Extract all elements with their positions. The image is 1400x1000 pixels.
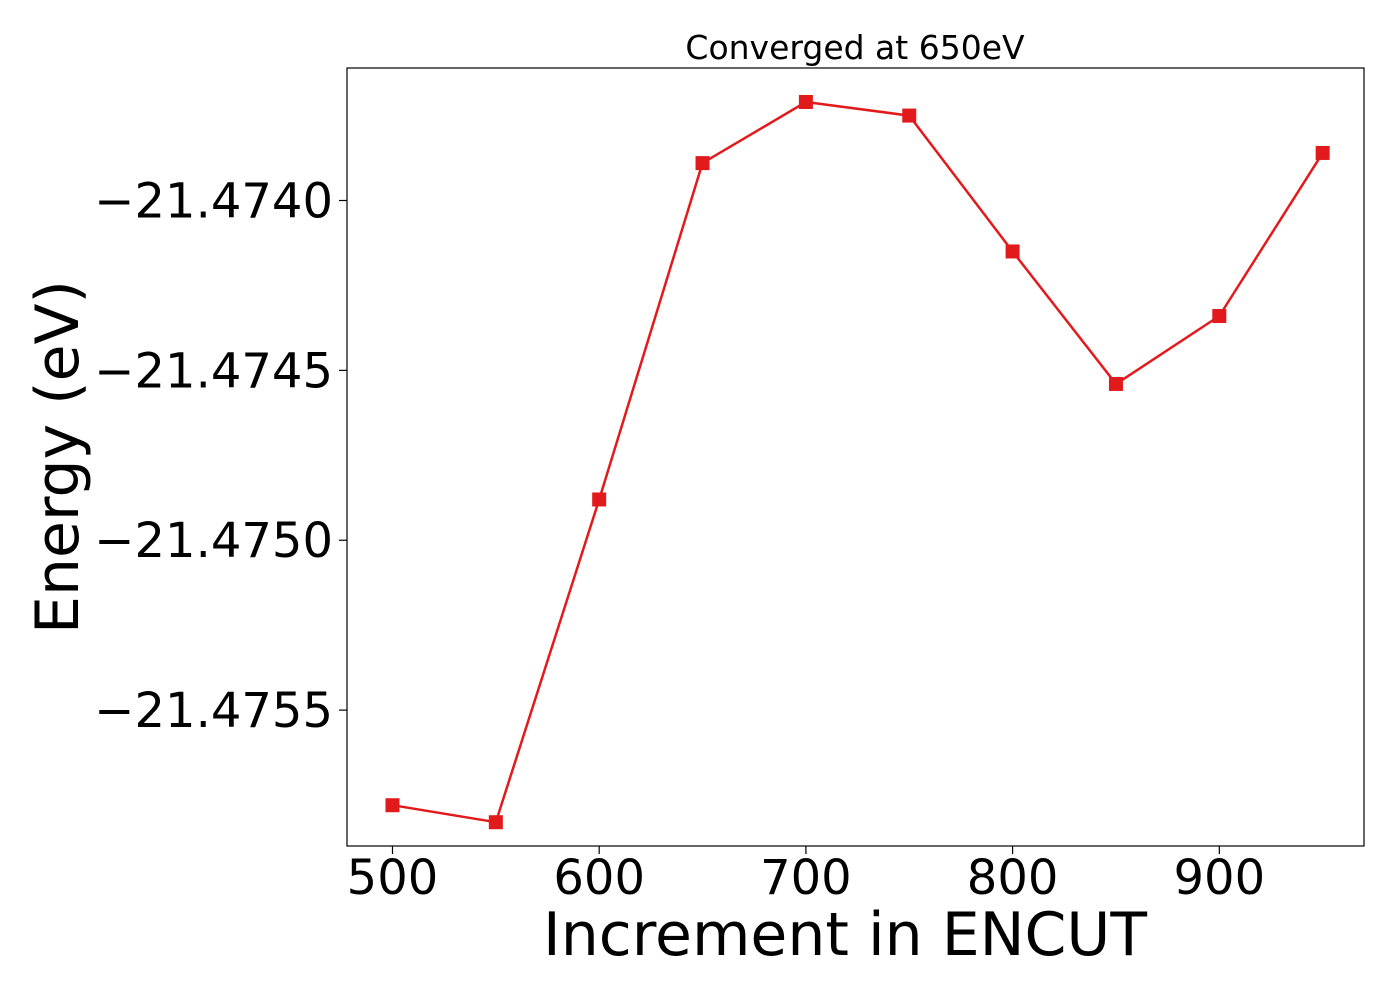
x-tick-label: 800 <box>967 850 1059 906</box>
y-tick-label: −21.4755 <box>94 683 333 739</box>
data-point-marker <box>1315 145 1330 160</box>
energy-series <box>385 94 1330 830</box>
y-tick-label: −21.4740 <box>94 173 333 229</box>
data-point-marker <box>902 108 917 123</box>
y-tick-label: −21.4745 <box>94 343 333 399</box>
chart-title: Converged at 650eV <box>685 28 1025 67</box>
data-point-marker <box>385 798 400 813</box>
x-tick-label: 900 <box>1173 850 1265 906</box>
y-axis-label: Energy (eV) <box>23 280 93 634</box>
data-point-marker <box>1212 309 1227 324</box>
data-point-marker <box>1108 376 1123 391</box>
data-point-marker <box>488 815 503 830</box>
x-axis-ticks: 500 600 700 800 900 <box>347 846 1265 906</box>
data-point-marker <box>695 156 710 171</box>
data-point-marker <box>1005 244 1020 259</box>
series-line <box>392 100 1324 824</box>
data-point-marker <box>592 492 607 507</box>
x-axis-label: Increment in ENCUT <box>543 900 1147 970</box>
y-tick-label: −21.4750 <box>94 513 333 569</box>
x-tick-label: 600 <box>553 850 645 906</box>
data-point-marker <box>798 94 813 109</box>
x-tick-label: 700 <box>760 850 852 906</box>
plot-area-frame <box>346 67 1365 847</box>
y-axis-ticks: −21.4740 −21.4745 −21.4750 −21.4755 <box>94 173 347 739</box>
x-tick-label: 500 <box>347 850 439 906</box>
